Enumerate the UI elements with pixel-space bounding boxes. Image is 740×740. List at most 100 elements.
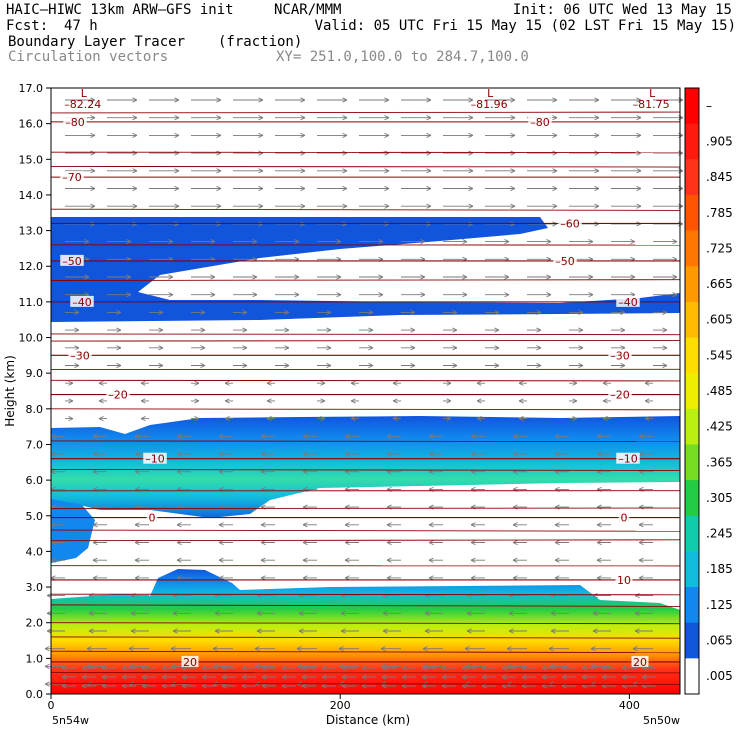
wind-vector	[602, 416, 611, 422]
isotherm-label: –10	[618, 453, 638, 466]
wind-vector	[485, 345, 500, 351]
wind-vector	[149, 239, 174, 245]
wind-vector	[233, 203, 264, 209]
colorbar-swatch	[685, 444, 699, 481]
wind-vector	[512, 539, 527, 546]
wind-vector	[224, 416, 233, 422]
wind-vector	[569, 398, 578, 404]
wind-vector	[476, 416, 485, 422]
wind-vector	[275, 292, 300, 298]
wind-vector	[191, 185, 222, 192]
wind-vector	[470, 433, 485, 439]
isotherm-line	[50, 636, 681, 639]
wind-vector	[461, 674, 476, 680]
isotherm-label: 0	[149, 512, 156, 525]
isotherm-line	[50, 379, 681, 382]
wind-vector	[485, 168, 516, 174]
wind-vector	[298, 628, 317, 634]
wind-vector	[476, 380, 485, 386]
y-tick-label: 15.0	[19, 153, 44, 166]
wind-vector	[653, 345, 668, 351]
wind-vector	[130, 610, 149, 616]
isotherm-label-bg	[70, 295, 94, 307]
wind-vector	[275, 168, 306, 174]
wind-vector	[443, 380, 452, 386]
wind-vector	[581, 665, 596, 671]
wind-vector	[214, 628, 233, 634]
cross-section-coords: XY= 251.0,100.0 to 284.7,100.0	[276, 49, 529, 65]
valid-time: Valid: 05 UTC Fri 15 May 15 (02 LST Fri …	[314, 18, 736, 34]
wind-vector	[241, 665, 256, 671]
isotherm-label-bg	[608, 349, 632, 361]
wind-vector	[233, 292, 258, 298]
wind-vector	[485, 327, 500, 333]
y-tick-label: 10.0	[19, 332, 44, 345]
wind-vector	[359, 115, 390, 121]
wind-vector	[256, 610, 275, 616]
wind-vector	[149, 327, 164, 333]
wind-vector	[344, 433, 359, 439]
wind-vector	[634, 610, 653, 616]
wind-vector	[275, 185, 306, 192]
wind-vector	[441, 665, 456, 671]
wind-vector	[521, 665, 536, 671]
wind-vector	[601, 665, 616, 671]
wind-vector	[317, 416, 326, 422]
wind-vector	[161, 665, 176, 671]
wind-vector	[218, 451, 233, 457]
isotherm-line	[50, 593, 681, 596]
wind-vector	[527, 345, 542, 351]
colorbar-swatch	[685, 408, 699, 445]
wind-vector	[317, 132, 348, 138]
wind-vector	[644, 416, 653, 422]
isotherm-label-bg	[616, 295, 640, 307]
minimum-value: –81.96	[471, 98, 508, 111]
wind-vector	[212, 646, 233, 652]
wind-vector	[201, 674, 216, 680]
y-tick-label: 6.0	[26, 474, 44, 487]
wind-vector	[470, 557, 485, 563]
colorbar-swatch	[685, 515, 699, 552]
wind-vector	[130, 628, 149, 634]
wind-vector	[50, 557, 65, 563]
wind-vector	[350, 416, 359, 422]
wind-vector	[512, 557, 527, 563]
wind-vector	[88, 610, 107, 616]
wind-vector	[653, 239, 678, 245]
wind-vector	[401, 115, 432, 121]
wind-vector	[359, 239, 384, 245]
wind-vector	[550, 610, 569, 616]
wind-vector	[527, 239, 552, 245]
wind-vector	[554, 451, 569, 457]
wind-vector	[101, 674, 116, 680]
wind-vector	[65, 185, 96, 192]
colorbar-label: .125	[706, 598, 733, 612]
wind-vector	[301, 665, 316, 671]
wind-vector	[261, 674, 276, 680]
wind-vector	[392, 398, 401, 404]
wind-vector	[569, 416, 578, 422]
isotherm-label-bg	[616, 452, 640, 464]
wind-vector	[266, 398, 275, 404]
wind-vector	[561, 665, 576, 671]
wind-vector	[611, 309, 626, 315]
wind-vector	[221, 665, 236, 671]
y-tick-label: 4.0	[26, 545, 44, 558]
colorbar-swatch	[685, 551, 699, 588]
isotherm-label-bg	[146, 511, 158, 523]
wind-vector	[172, 610, 191, 616]
wind-vector	[341, 665, 356, 671]
wind-vector	[241, 683, 256, 689]
isotherm-label-bg	[143, 452, 167, 464]
wind-vector	[65, 416, 74, 422]
wind-vector	[611, 185, 642, 192]
isotherm-label: –60	[560, 217, 580, 230]
isotherm-label-bg	[618, 511, 630, 523]
wind-vector	[644, 380, 653, 386]
wind-vector	[581, 674, 596, 680]
wind-vector	[50, 433, 65, 439]
wind-vector	[107, 362, 122, 369]
wind-vector	[340, 610, 359, 616]
wind-vector	[561, 674, 576, 680]
wind-vector	[554, 433, 569, 439]
